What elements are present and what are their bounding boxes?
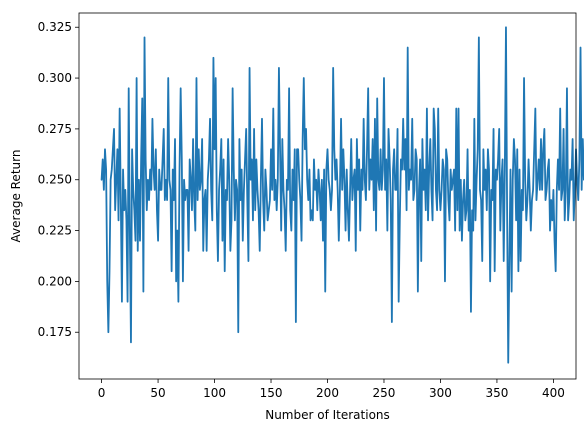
x-tick-label: 100 — [203, 386, 226, 400]
y-axis-title: Average Return — [9, 150, 23, 243]
x-tick-label: 0 — [98, 386, 106, 400]
x-axis: 0 50 100 150 200 250 300 350 400 — [98, 379, 565, 400]
y-tick-label: 0.175 — [38, 325, 72, 339]
y-tick-label: 0.300 — [38, 71, 72, 85]
y-tick-label: 0.325 — [38, 20, 72, 34]
x-tick-label: 200 — [316, 386, 339, 400]
y-tick-label: 0.250 — [38, 173, 72, 187]
plot-area — [100, 26, 584, 364]
y-axis: 0.175 0.200 0.225 0.250 0.275 0.300 0.325 — [38, 20, 79, 339]
x-tick-label: 150 — [260, 386, 283, 400]
x-tick-label: 250 — [373, 386, 396, 400]
x-tick-label: 400 — [542, 386, 565, 400]
y-tick-label: 0.275 — [38, 122, 72, 136]
x-tick-label: 350 — [485, 386, 508, 400]
x-axis-title: Number of Iterations — [265, 408, 390, 422]
y-tick-label: 0.200 — [38, 274, 72, 288]
y-tick-label: 0.225 — [38, 224, 72, 238]
x-tick-label: 300 — [429, 386, 452, 400]
series-line-0 — [100, 26, 584, 364]
x-tick-label: 50 — [150, 386, 165, 400]
